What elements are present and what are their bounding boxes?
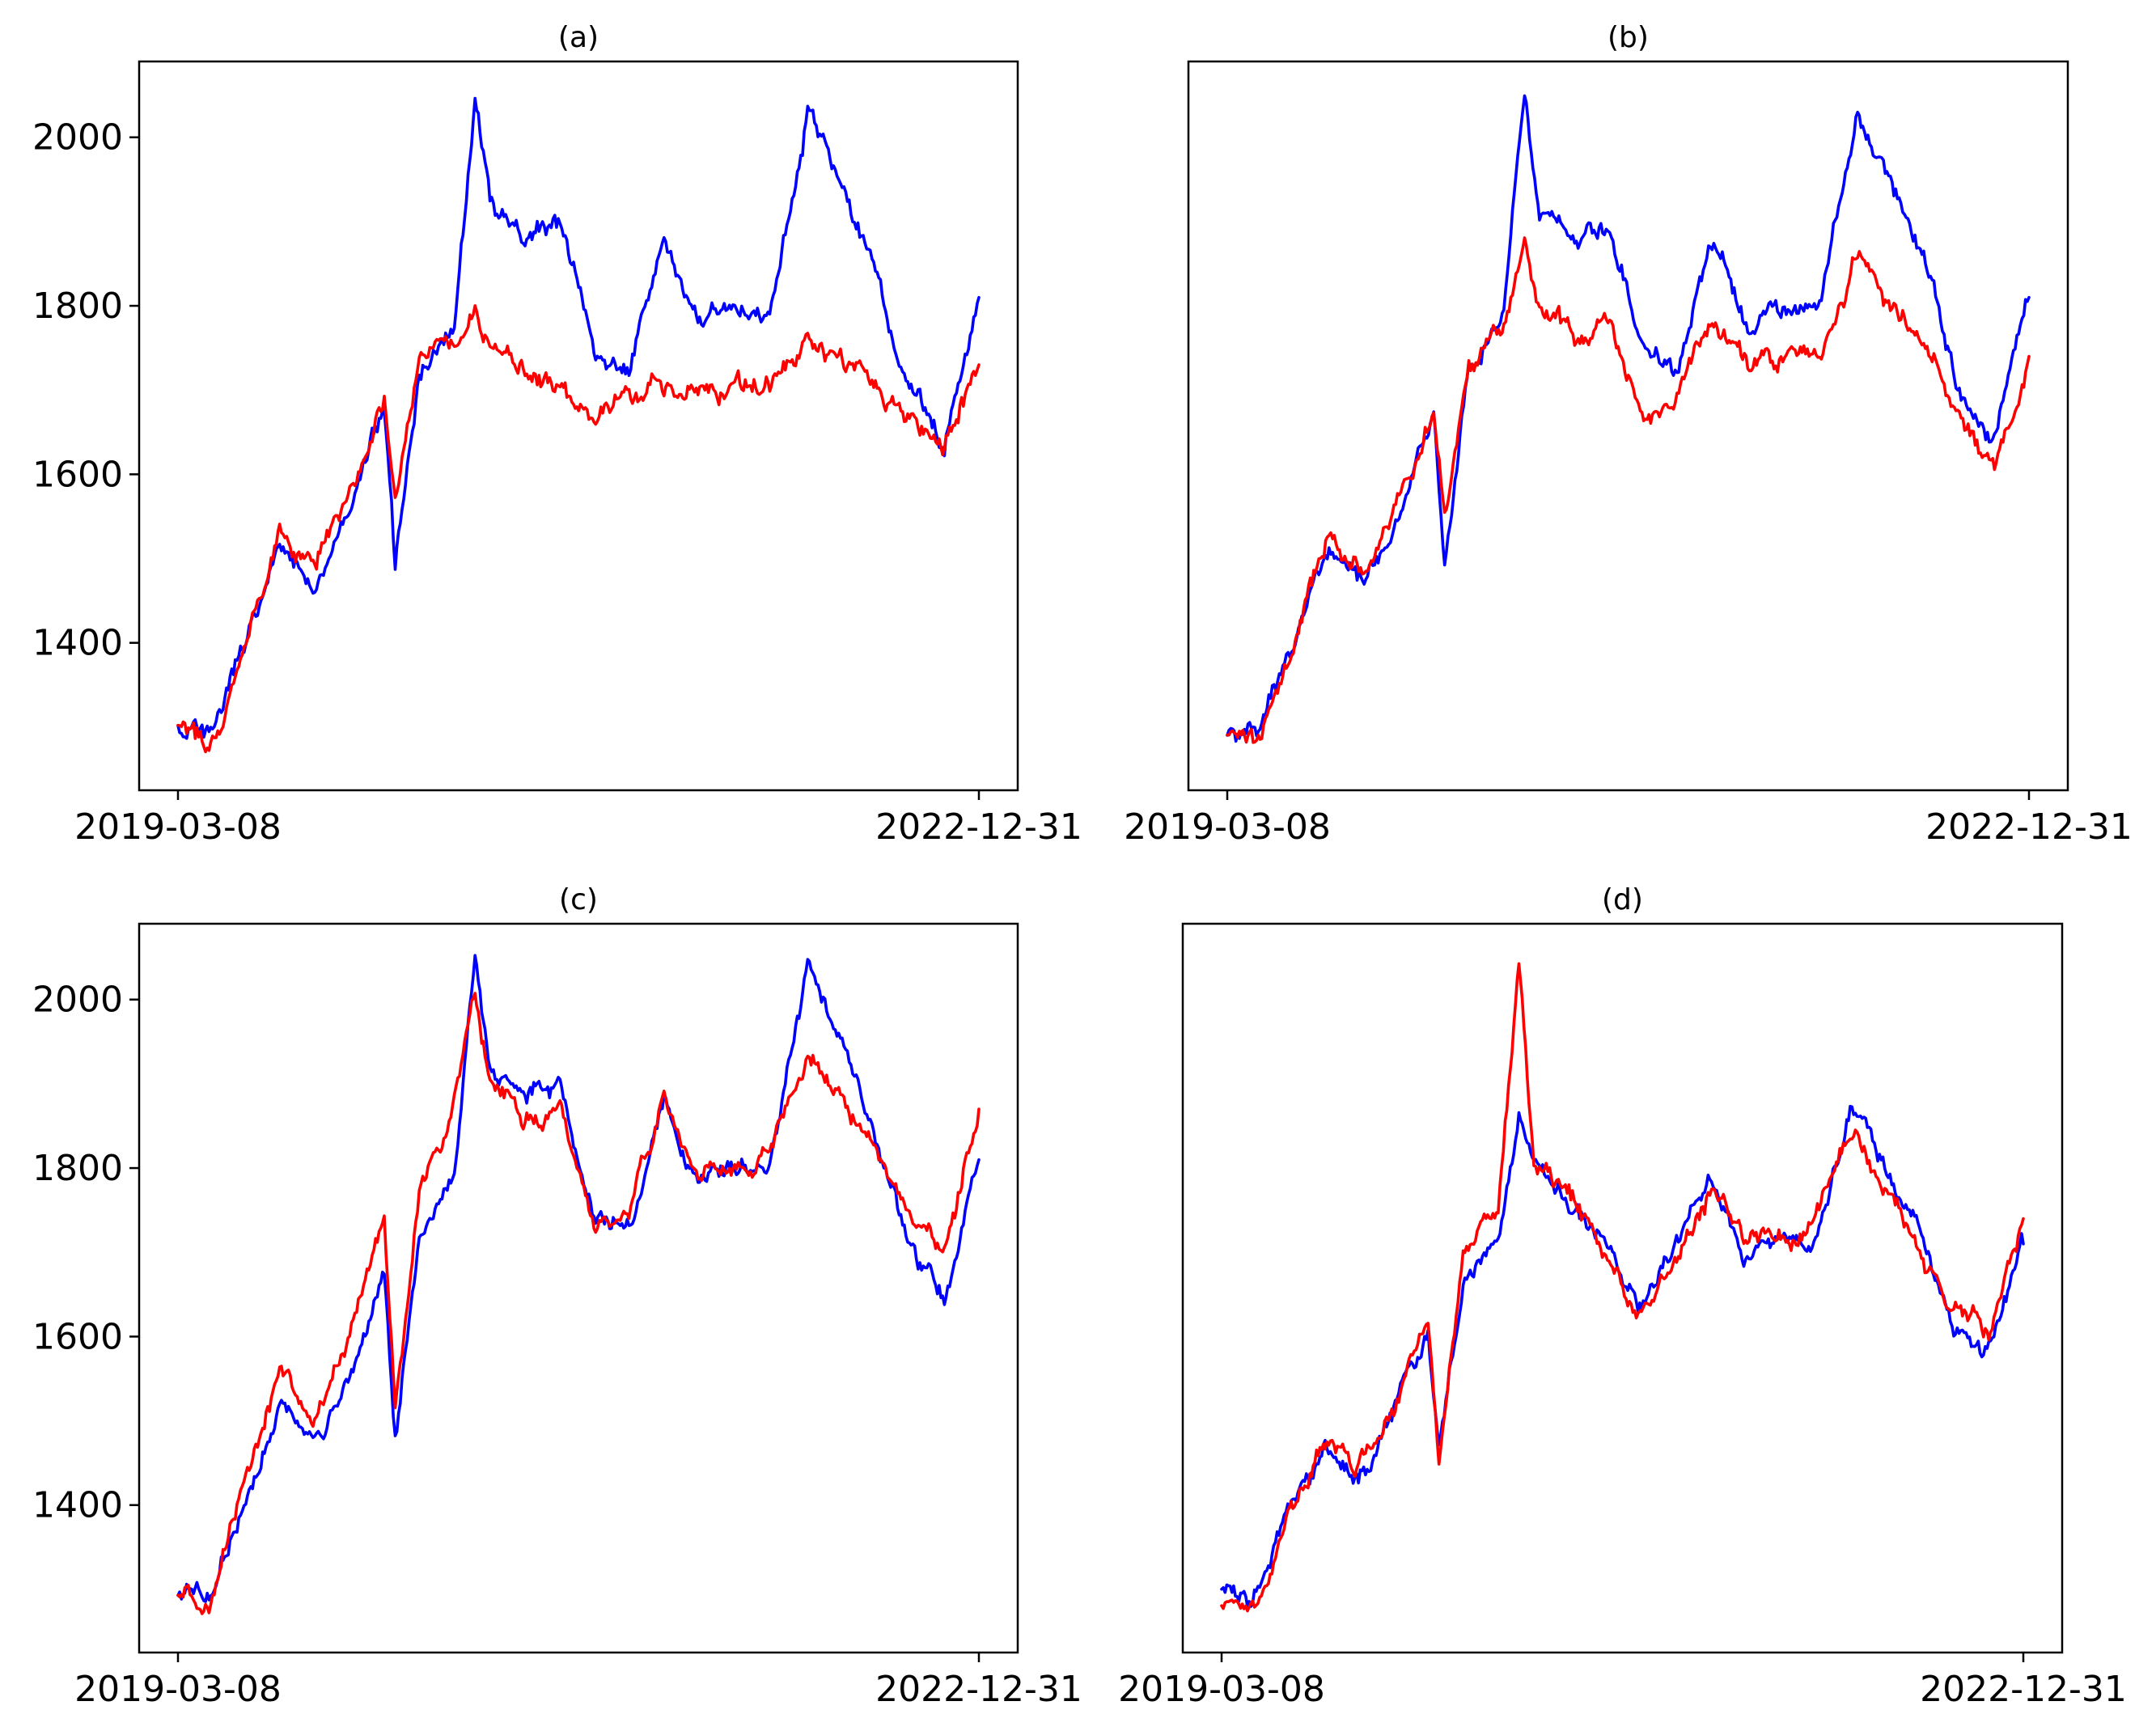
y-tick-label: 2000 bbox=[32, 117, 123, 159]
axes-frame bbox=[1187, 60, 2069, 792]
x-tick-label: 2022-12-31 bbox=[875, 1669, 1082, 1710]
chart-panel: (c) 2019-03-08 2022-12-31 1400 1600 1800 2000 bbox=[32, 883, 1082, 1710]
x-tick-label: 2019-03-08 bbox=[74, 806, 282, 848]
axes-frame bbox=[138, 922, 1019, 1654]
x-tick-label: 2019-03-08 bbox=[1118, 1669, 1325, 1710]
y-tick-label: 2000 bbox=[32, 980, 123, 1021]
y-tick-label: 1800 bbox=[32, 286, 123, 327]
x-tick-label: 2022-12-31 bbox=[1925, 806, 2133, 848]
series-line-red bbox=[176, 992, 981, 1615]
y-tick-label: 1600 bbox=[32, 1316, 123, 1357]
axes-frame bbox=[138, 60, 1019, 792]
y-tick-label: 1600 bbox=[32, 454, 123, 495]
panel-title: (a) bbox=[558, 21, 599, 54]
series-line-red bbox=[1226, 236, 2031, 744]
panel-title: (d) bbox=[1602, 883, 1643, 916]
series-line-blue bbox=[1220, 1104, 2025, 1609]
panel-title: (b) bbox=[1607, 21, 1649, 54]
series-line-red bbox=[1220, 962, 2025, 1613]
chart-panel: (b) 2019-03-08 2022-12-31 bbox=[1124, 21, 2133, 848]
y-tick-label: 1800 bbox=[32, 1148, 123, 1189]
y-tick-label: 1400 bbox=[32, 623, 123, 664]
series-line-blue bbox=[1226, 94, 2031, 743]
chart-panel: (a) 2019-03-08 2022-12-31 1400 1600 1800 2000 bbox=[32, 21, 1082, 848]
series-line-blue bbox=[176, 96, 981, 740]
x-tick-label: 2022-12-31 bbox=[875, 806, 1082, 848]
y-tick-label: 1400 bbox=[32, 1485, 123, 1526]
axes-frame bbox=[1181, 922, 2064, 1654]
series-line-red bbox=[176, 304, 981, 754]
x-tick-label: 2019-03-08 bbox=[1124, 806, 1331, 848]
series-line-blue bbox=[176, 954, 981, 1603]
chart-panel: (d) 2019-03-08 2022-12-31 bbox=[1118, 883, 2127, 1710]
x-tick-label: 2019-03-08 bbox=[74, 1669, 282, 1710]
panel-title: (c) bbox=[559, 883, 598, 916]
x-tick-label: 2022-12-31 bbox=[1920, 1669, 2127, 1710]
